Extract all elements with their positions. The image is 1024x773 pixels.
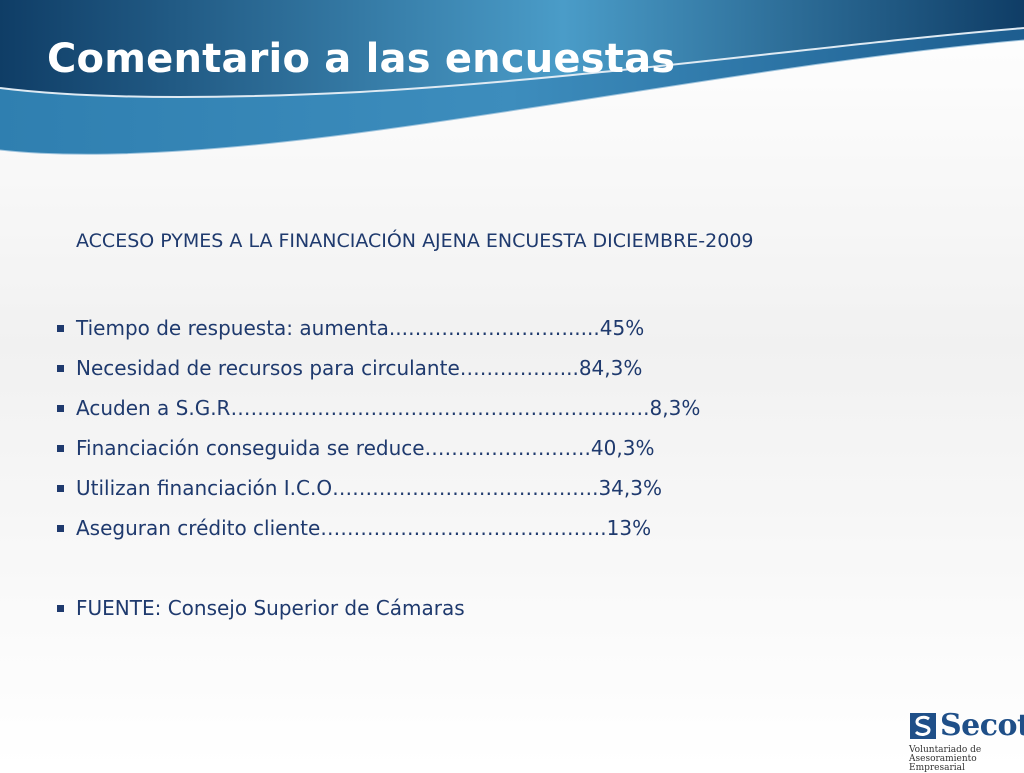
header-banner: Comentario a las encuestas: [0, 0, 1024, 170]
list-item-text: Tiempo de respuesta: aumenta...…………………….…: [76, 316, 645, 340]
bullet-icon: [57, 445, 64, 452]
source-text: FUENTE: Consejo Superior de Cámaras: [76, 596, 465, 620]
list-item: Aseguran crédito cliente…………………………………….1…: [55, 508, 775, 548]
list-item-text: Aseguran crédito cliente…………………………………….1…: [76, 516, 652, 540]
bullet-icon: [57, 605, 64, 612]
list-item: Acuden a S.G.R…………………………………………………..….8,3…: [55, 388, 775, 428]
list-item-text: Utilizan financiación I.C.O……………………………………: [76, 476, 662, 500]
list-item: Tiempo de respuesta: aumenta...…………………….…: [55, 308, 775, 348]
list-item-text: Acuden a S.G.R…………………………………………………..….8,3…: [76, 396, 701, 420]
secot-logo: Secot Voluntariado de Asesoramiento Empr…: [905, 708, 1024, 773]
logo-name: Secot: [940, 708, 1024, 743]
list-item-text: Necesidad de recursos para circulante…………: [76, 356, 643, 380]
logo-subtitle-line: Asesoramiento Empresarial: [909, 754, 977, 773]
list-item: Necesidad de recursos para circulante…………: [55, 348, 775, 388]
bullet-icon: [57, 525, 64, 532]
survey-heading: ACCESO PYMES A LA FINANCIACIÓN AJENA ENC…: [76, 230, 754, 252]
survey-results-list: Tiempo de respuesta: aumenta...…………………….…: [55, 308, 775, 628]
secot-mark-icon: [910, 713, 936, 739]
logo-subtitle-line: Voluntariado de: [909, 745, 982, 755]
bullet-icon: [57, 325, 64, 332]
list-item-text: Financiación conseguida se reduce……………………: [76, 436, 655, 460]
page-title: Comentario a las encuestas: [47, 36, 676, 82]
bullet-icon: [57, 405, 64, 412]
header-wave-graphic: [0, 0, 1024, 155]
logo-subtitle: Voluntariado de Asesoramiento Empresaria…: [909, 746, 1024, 773]
source-item: FUENTE: Consejo Superior de Cámaras: [55, 588, 775, 628]
list-item: Financiación conseguida se reduce……………………: [55, 428, 775, 468]
slide-content: ACCESO PYMES A LA FINANCIACIÓN AJENA ENC…: [55, 228, 775, 628]
bullet-icon: [57, 365, 64, 372]
bullet-icon: [57, 485, 64, 492]
list-item: Utilizan financiación I.C.O……………………………………: [55, 468, 775, 508]
